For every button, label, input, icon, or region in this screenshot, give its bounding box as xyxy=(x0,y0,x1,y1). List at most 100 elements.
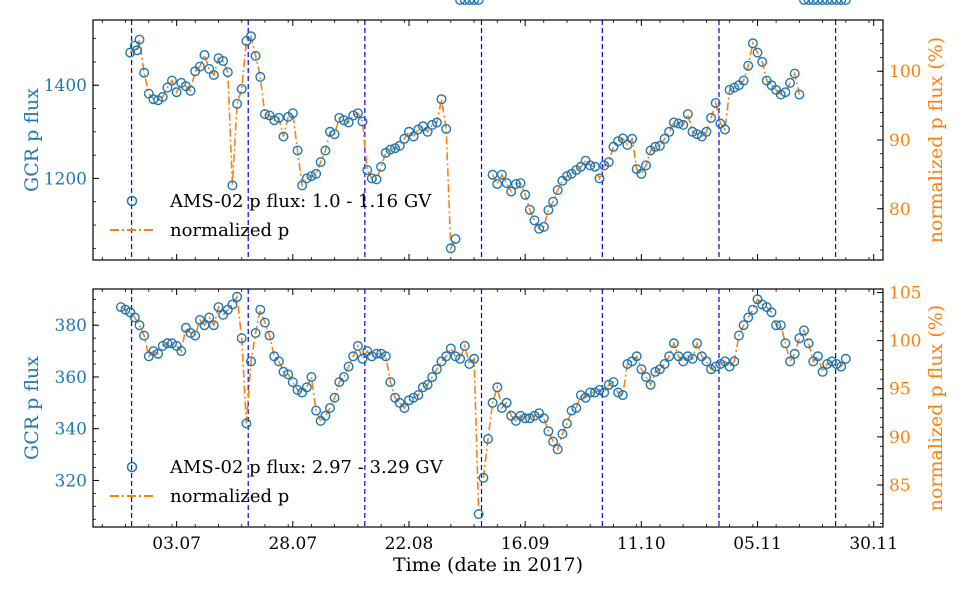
top-flux-point xyxy=(371,174,382,185)
bottom-flux-point xyxy=(543,426,554,437)
top-flux-point xyxy=(785,77,796,88)
top-flux-point xyxy=(501,178,512,189)
top-flux-point xyxy=(399,133,410,144)
bottom-flux-point xyxy=(794,333,805,344)
top-flux-point xyxy=(362,165,373,176)
bottom-flux-point xyxy=(687,353,698,364)
bottom-flux-point xyxy=(343,361,354,372)
top-flux-point xyxy=(464,0,475,5)
top-flux-point xyxy=(710,97,721,108)
bottom-flux-point xyxy=(701,356,712,367)
top-flux-point xyxy=(831,0,842,5)
top-flux-point xyxy=(357,116,368,127)
top-flux-point xyxy=(329,129,340,140)
top-flux-point xyxy=(673,118,684,129)
bottom-flux-point xyxy=(678,356,689,367)
bottom-flux-point xyxy=(218,309,229,320)
bottom-flux-point xyxy=(436,356,447,367)
bottom-y-tick-label-320: 320 xyxy=(55,471,87,491)
bottom-flux-point xyxy=(338,372,349,383)
bottom-flux-point xyxy=(241,418,252,429)
bottom-flux-point xyxy=(320,410,331,421)
top-axes-frame xyxy=(92,19,884,261)
bottom-flux-point xyxy=(585,387,596,398)
bottom-flux-point xyxy=(245,356,256,367)
bottom-flux-point xyxy=(129,312,140,323)
top-y-tick-label-1200: 1200 xyxy=(44,169,87,189)
top-flux-point xyxy=(636,168,647,179)
bottom-flux-point xyxy=(780,338,791,349)
top-y-right-tick-label-100: 100 xyxy=(889,62,921,82)
bottom-flux-point xyxy=(668,338,679,349)
top-flux-point xyxy=(171,87,182,98)
top-flux-point xyxy=(808,0,819,5)
bottom-legend: AMS-02 p flux: 2.97 - 3.29 GV normalized… xyxy=(110,457,444,507)
top-flux-point xyxy=(524,204,535,215)
bottom-flux-point xyxy=(538,413,549,424)
top-flux-point xyxy=(132,45,143,56)
top-flux-point xyxy=(724,84,735,95)
top-flux-point xyxy=(692,129,703,140)
top-flux-point xyxy=(654,140,665,151)
top-flux-point xyxy=(134,34,145,45)
top-flux-point xyxy=(538,221,549,232)
bottom-flux-point xyxy=(301,382,312,393)
bottom-flux-point xyxy=(204,312,215,323)
bottom-flux-point xyxy=(348,351,359,362)
bottom-flux-point xyxy=(557,428,568,439)
top-flux-point xyxy=(836,0,847,5)
top-flux-point xyxy=(780,87,791,98)
top-flux-point xyxy=(315,157,326,168)
top-flux-point xyxy=(622,139,633,150)
bottom-flux-point xyxy=(445,343,456,354)
top-flux-point xyxy=(427,119,438,130)
bottom-flux-point xyxy=(413,390,424,401)
bottom-flux-point xyxy=(264,330,275,341)
top-flux-point xyxy=(617,133,628,144)
bottom-flux-point xyxy=(283,369,294,380)
bottom-y-axis-label: GCR p flux xyxy=(21,356,43,460)
top-flux-point xyxy=(320,145,331,156)
top-flux-point xyxy=(125,47,136,58)
top-flux-point xyxy=(678,119,689,130)
bottom-flux-point xyxy=(232,291,243,302)
bottom-y-tick-label-340: 340 xyxy=(55,420,87,440)
bottom-y-right-tick-label-90: 90 xyxy=(889,428,911,448)
bottom-flux-point xyxy=(617,390,628,401)
top-flux-point xyxy=(506,186,517,197)
top-flux-point xyxy=(757,56,768,67)
bottom-flux-point xyxy=(483,434,494,445)
bottom-flux-point xyxy=(259,317,270,328)
bottom-flux-point xyxy=(766,307,777,318)
bottom-flux-point xyxy=(478,472,489,483)
bottom-flux-point xyxy=(380,351,391,362)
top-flux-point xyxy=(789,68,800,79)
top-legend-marker-flux xyxy=(126,195,138,207)
bottom-flux-point xyxy=(799,325,810,336)
top-flux-point xyxy=(306,171,317,182)
x-tick-label-11.10: 11.10 xyxy=(617,534,666,554)
bottom-flux-point xyxy=(487,397,498,408)
bottom-flux-point xyxy=(645,379,656,390)
top-flux-point xyxy=(338,115,349,126)
bottom-flux-point xyxy=(352,340,363,351)
top-flux-point xyxy=(436,94,447,105)
top-y-axis-label: GCR p flux xyxy=(21,88,43,192)
top-flux-point xyxy=(376,161,387,172)
bottom-flux-point xyxy=(287,377,298,388)
top-flux-point xyxy=(297,180,308,191)
top-flux-point xyxy=(799,0,809,5)
bottom-flux-point xyxy=(552,444,563,455)
top-flux-point xyxy=(817,0,828,5)
bottom-flux-point xyxy=(743,312,754,323)
top-flux-point xyxy=(208,69,219,80)
top-flux-point xyxy=(594,173,605,184)
top-flux-point xyxy=(455,0,466,5)
bottom-flux-point xyxy=(636,364,647,375)
bottom-flux-point xyxy=(771,320,782,331)
panel-top: 1200 1400 80 90 100 AMS-02 p flux: 1.0 - 1.1… xyxy=(21,0,947,261)
top-flux-point xyxy=(706,112,717,123)
top-flux-point xyxy=(385,144,396,155)
bottom-flux-point xyxy=(311,405,322,416)
top-flux-point xyxy=(562,171,573,182)
